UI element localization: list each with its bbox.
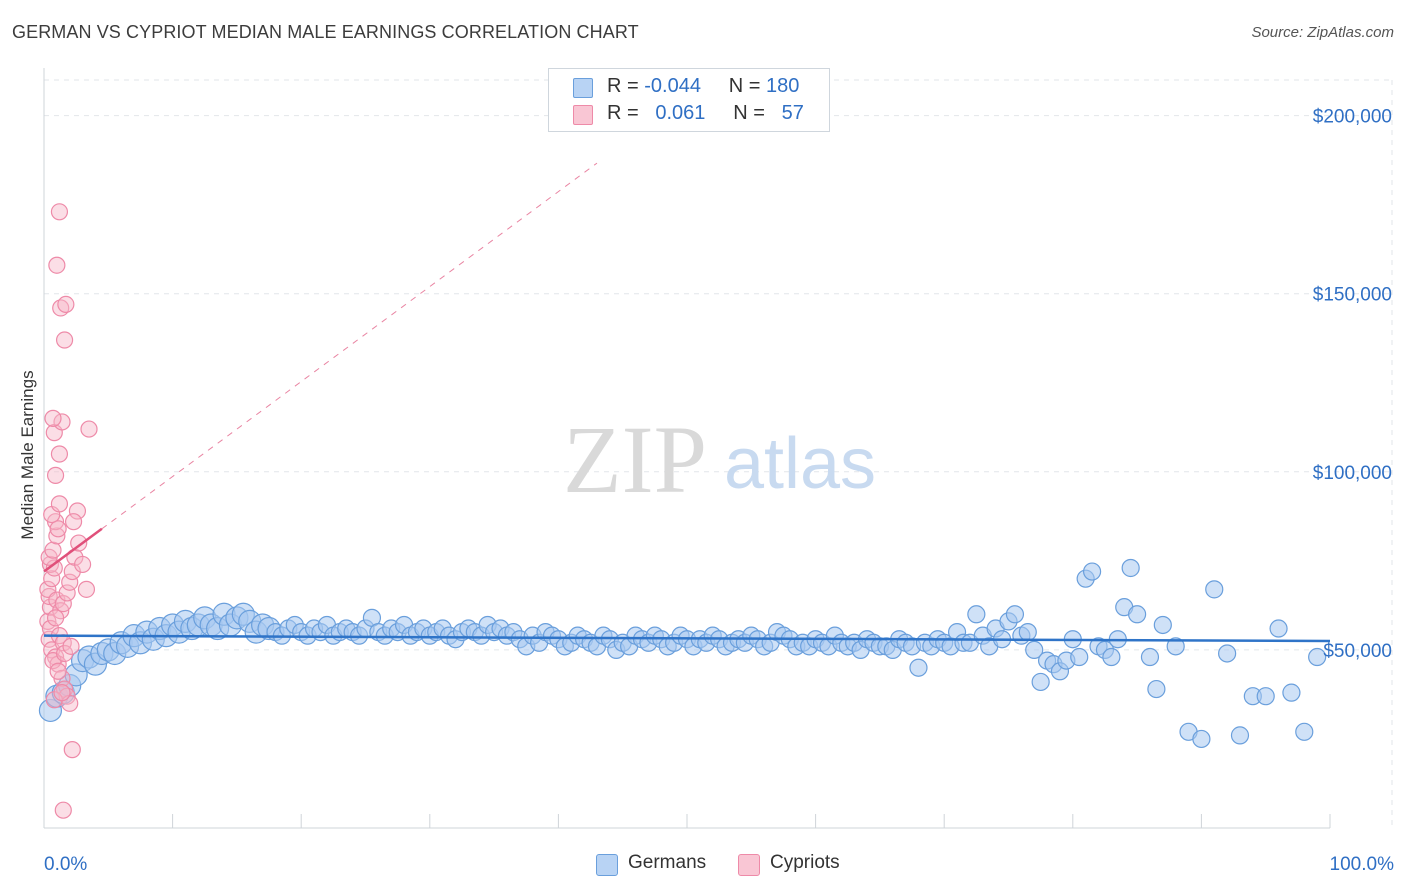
- german-point: [1166, 637, 1185, 656]
- german-legend-label: Germans: [628, 852, 707, 873]
- legend-r-label: R =: [607, 75, 639, 97]
- german-trend-line: [43, 634, 1331, 643]
- source-label: Source: ZipAtlas.com: [1251, 24, 1394, 41]
- cypriot-point: [43, 570, 61, 588]
- legend-n-value: 57: [781, 102, 804, 124]
- legend-n-value: 180: [766, 75, 800, 97]
- cypriot-trend-extension: [101, 162, 598, 530]
- german-point: [1282, 683, 1301, 702]
- german-point: [1295, 722, 1314, 741]
- cypriot-point: [70, 534, 88, 552]
- german-point: [1205, 580, 1224, 599]
- y-tick-label: $200,000: [1313, 107, 1392, 128]
- watermark: ZIP atlas: [563, 406, 876, 513]
- x-tick-label-max: 100.0%: [1330, 854, 1395, 875]
- cypriot-point: [61, 573, 79, 591]
- cypriot-points: [39, 203, 98, 819]
- german-point: [1230, 726, 1250, 745]
- cypriot-point: [58, 584, 76, 602]
- chart-title: GERMAN VS CYPRIOT MEDIAN MALE EARNINGS C…: [12, 22, 639, 42]
- cypriot-point: [55, 644, 74, 663]
- german-points: [38, 558, 1327, 749]
- german-point: [1256, 687, 1275, 706]
- cypriot-point: [46, 609, 65, 627]
- german-point: [1070, 647, 1089, 667]
- cypriot-point: [44, 409, 62, 427]
- german-point: [1269, 619, 1288, 638]
- cypriot-point: [50, 495, 69, 513]
- cypriot-point: [44, 541, 62, 559]
- german-point: [1102, 647, 1121, 667]
- cypriot-point: [54, 594, 72, 613]
- legend-r-value: -0.044: [644, 75, 701, 97]
- cypriot-point: [68, 502, 87, 520]
- cypriot-point: [54, 801, 72, 819]
- cypriot-point: [49, 520, 67, 538]
- cypriot-point: [77, 580, 96, 598]
- german-point: [1153, 615, 1172, 635]
- y-tick-label: $150,000: [1313, 285, 1392, 306]
- cypriot-point: [53, 413, 71, 431]
- cypriot-point: [48, 256, 66, 274]
- cypriot-point: [55, 331, 74, 349]
- german-point: [1127, 605, 1147, 624]
- cypriot-point: [50, 203, 69, 221]
- german-point: [967, 605, 986, 624]
- german-point: [1140, 647, 1160, 667]
- cypriot-point: [73, 555, 92, 574]
- cypriot-legend-swatch: [738, 854, 760, 876]
- trend-lines: [43, 162, 1331, 643]
- cypriot-legend-label: Cypriots: [770, 852, 840, 873]
- cypriot-point: [50, 445, 69, 463]
- cypriot-point: [64, 513, 83, 531]
- grid-lines: [44, 79, 1393, 828]
- german-point: [1025, 640, 1044, 660]
- correlation-legend: R = -0.044 N = 180 R = 0.061 N = 57: [548, 68, 830, 132]
- german-point: [1308, 647, 1327, 667]
- watermark-zip: ZIP: [563, 406, 707, 513]
- cypriot-point: [49, 662, 67, 680]
- german-point: [1082, 562, 1102, 581]
- tick-labels: $50,000 $100,000 $150,000 $200,000 0.0% 100.0…: [44, 107, 1394, 875]
- german-legend-swatch: [596, 854, 618, 876]
- y-tick-label: $100,000: [1313, 463, 1392, 484]
- cypriot-point: [53, 684, 71, 702]
- german-point: [1147, 679, 1166, 699]
- legend-r-value: 0.061: [655, 102, 706, 124]
- german-point: [1018, 622, 1037, 642]
- german-point: [1121, 558, 1140, 578]
- y-tick-label: $50,000: [1323, 641, 1392, 662]
- legend-r-label: R =: [607, 102, 639, 124]
- cypriot-point: [63, 741, 81, 759]
- cypriot-point: [48, 527, 66, 545]
- legend-n-label: N =: [733, 102, 765, 124]
- german-swatch: [573, 78, 593, 98]
- german-point: [1192, 729, 1211, 749]
- cypriot-swatch: [573, 105, 593, 125]
- legend-n-label: N =: [728, 75, 761, 97]
- german-point: [1031, 672, 1050, 692]
- cypriot-point: [62, 637, 80, 655]
- german-point: [1005, 605, 1025, 624]
- y-axis-label: Median Male Earnings: [18, 370, 37, 540]
- german-point: [909, 658, 928, 677]
- cypriot-trend-line: [43, 527, 103, 573]
- cypriot-point: [80, 420, 98, 438]
- cypriot-point: [45, 559, 63, 577]
- german-point: [1218, 644, 1237, 663]
- x-tick-label-min: 0.0%: [44, 854, 87, 875]
- cypriot-point: [46, 466, 65, 484]
- watermark-atlas: atlas: [724, 424, 876, 504]
- cypriot-point: [57, 295, 75, 313]
